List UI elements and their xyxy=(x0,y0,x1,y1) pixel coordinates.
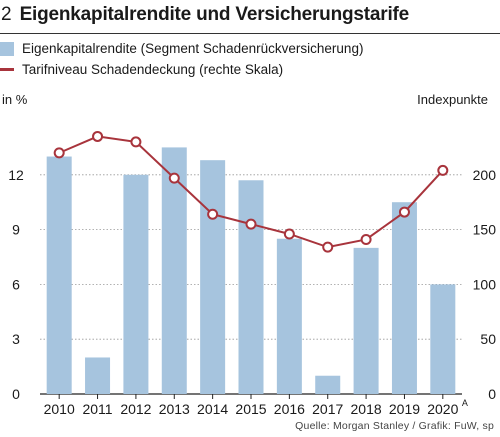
x-tick-label: 2020 xyxy=(427,401,458,417)
line-point-2016 xyxy=(283,228,295,240)
line-point-2017 xyxy=(322,241,334,253)
chart-title: Eigenkapitalrendite und Versicherungstar… xyxy=(19,4,410,25)
left-tick-label: 12 xyxy=(8,167,24,183)
bar-2010 xyxy=(46,156,72,394)
right-axis-title: Indexpunkte xyxy=(417,92,488,107)
x-tick-label: 2014 xyxy=(197,401,228,417)
line-point-2018 xyxy=(360,233,372,245)
line-point-2019 xyxy=(398,206,410,218)
x-tick-label: 2015 xyxy=(235,401,266,417)
legend-item-line: Tarifniveau Schadendeckung (rechte Skala… xyxy=(0,59,363,80)
x-tick-label: 2016 xyxy=(274,401,305,417)
bar-2020 xyxy=(430,284,456,394)
bar-2011 xyxy=(85,357,111,394)
line-point-2012 xyxy=(130,136,142,148)
legend-line-swatch xyxy=(0,68,14,71)
x-tick-label: 2017 xyxy=(312,401,343,417)
legend-item-bars: Eigenkapitalrendite (Segment Schadenrück… xyxy=(0,38,363,59)
left-tick-label: 3 xyxy=(12,331,20,347)
left-tick-label: 9 xyxy=(12,222,20,238)
bar-2015 xyxy=(238,180,264,394)
line-point-2015 xyxy=(245,218,257,230)
left-axis-title: in % xyxy=(2,92,28,107)
x-tick-label: 2012 xyxy=(120,401,151,417)
bar-2013 xyxy=(161,147,187,394)
source-note: Quelle: Morgan Stanley / Grafik: FuW, sp xyxy=(295,420,494,432)
line-point-2020 xyxy=(437,164,449,176)
right-tick-label: 0 xyxy=(488,386,496,402)
line-point-2014 xyxy=(207,208,219,220)
x-tick-label: 2011 xyxy=(82,401,112,417)
bar-2016 xyxy=(276,238,302,394)
legend-bar-swatch xyxy=(0,41,14,56)
bar-2019 xyxy=(391,202,417,394)
legend-label-bars: Eigenkapitalrendite (Segment Schadenrück… xyxy=(22,41,364,56)
x-tick-label: 2019 xyxy=(389,401,420,417)
x-tick-label: 2013 xyxy=(159,401,190,417)
right-tick-label: 50 xyxy=(480,331,496,347)
line-point-2011 xyxy=(92,130,104,142)
right-tick-label: 100 xyxy=(473,276,497,292)
title-row: 2 Eigenkapitalrendite und Versicherungst… xyxy=(0,4,409,32)
legend-label-line: Tarifniveau Schadendeckung (rechte Skala… xyxy=(22,62,284,77)
x-tick-label: 2010 xyxy=(44,401,75,417)
left-tick-label: 6 xyxy=(12,276,20,292)
x-tick-footnote-mark: A xyxy=(462,398,468,408)
left-tick-label: 0 xyxy=(12,386,20,402)
figure-number: 2 xyxy=(1,4,12,25)
right-tick-label: 200 xyxy=(473,167,497,183)
x-tick-label: 2018 xyxy=(351,401,382,417)
title-rule xyxy=(0,33,500,34)
right-tick-label: 150 xyxy=(473,222,497,238)
bar-2017 xyxy=(315,375,341,394)
bar-2018 xyxy=(353,247,379,394)
bar-2012 xyxy=(123,174,149,394)
legend: Eigenkapitalrendite (Segment Schadenrück… xyxy=(0,38,363,80)
line-point-2013 xyxy=(168,172,180,184)
bar-2014 xyxy=(200,160,226,394)
line-point-2010 xyxy=(53,147,65,159)
